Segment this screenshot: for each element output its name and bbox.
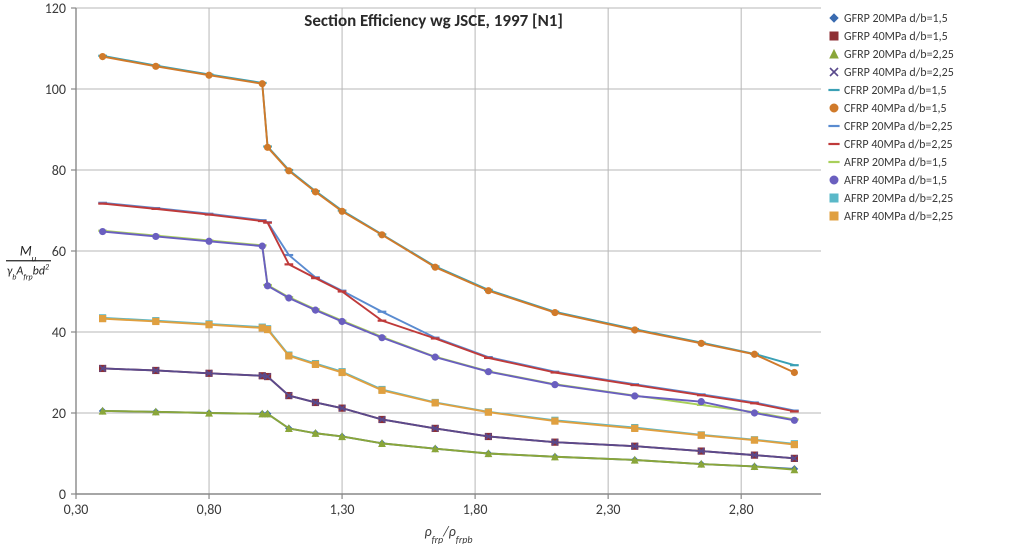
svg-text:CFRP 40MPa d/b=1,5: CFRP 40MPa d/b=1,5	[844, 102, 947, 116]
svg-text:0,80: 0,80	[197, 501, 222, 518]
svg-text:1,80: 1,80	[463, 501, 488, 518]
legend: GFRP 20MPa d/b=1,5 GFRP 40MPa d/b=1,5 GFRP…	[828, 12, 953, 224]
chart-container: 0204060801001200,300,801,301,802,302,80ρ…	[0, 0, 1023, 544]
svg-text:1,30: 1,30	[330, 501, 355, 518]
svg-text:CFRP 40MPa d/b=2,25: CFRP 40MPa d/b=2,25	[844, 138, 953, 152]
svg-text:100: 100	[45, 81, 66, 98]
svg-text:Section Efficiency wg JSCE, 19: Section Efficiency wg JSCE, 1997 [N1]	[304, 10, 563, 31]
svg-text:GFRP 40MPa d/b=2,25: GFRP 40MPa d/b=2,25	[844, 66, 954, 80]
svg-text:AFRP 40MPa d/b=2,25: AFRP 40MPa d/b=2,25	[844, 210, 953, 224]
svg-text:AFRP 20MPa d/b=1,5: AFRP 20MPa d/b=1,5	[844, 156, 947, 170]
svg-text:GFRP 20MPa d/b=1,5: GFRP 20MPa d/b=1,5	[844, 12, 948, 26]
svg-text:γbAfrpbd2: γbAfrpbd2	[7, 263, 49, 283]
svg-text:80: 80	[52, 162, 66, 179]
svg-text:20: 20	[52, 405, 66, 422]
svg-text:2,30: 2,30	[596, 501, 621, 518]
svg-text:CFRP 20MPa d/b=2,25: CFRP 20MPa d/b=2,25	[844, 120, 953, 134]
svg-text:AFRP 20MPa d/b=2,25: AFRP 20MPa d/b=2,25	[844, 192, 953, 206]
svg-text:2,80: 2,80	[729, 501, 754, 518]
svg-text:GFRP 20MPa d/b=2,25: GFRP 20MPa d/b=2,25	[844, 48, 954, 62]
svg-text:120: 120	[45, 0, 66, 17]
svg-text:GFRP 40MPa d/b=1,5: GFRP 40MPa d/b=1,5	[844, 30, 948, 44]
svg-text:0,30: 0,30	[64, 501, 89, 518]
svg-text:60: 60	[52, 243, 66, 260]
svg-text:AFRP 40MPa d/b=1,5: AFRP 40MPa d/b=1,5	[844, 174, 947, 188]
section-efficiency-chart: 0204060801001200,300,801,301,802,302,80ρ…	[0, 0, 1023, 544]
svg-text:40: 40	[52, 324, 66, 341]
svg-text:ρfrp/ρfrpb: ρfrp/ρfrpb	[424, 523, 472, 544]
svg-text:CFRP 20MPa d/b=1,5: CFRP 20MPa d/b=1,5	[844, 84, 947, 98]
